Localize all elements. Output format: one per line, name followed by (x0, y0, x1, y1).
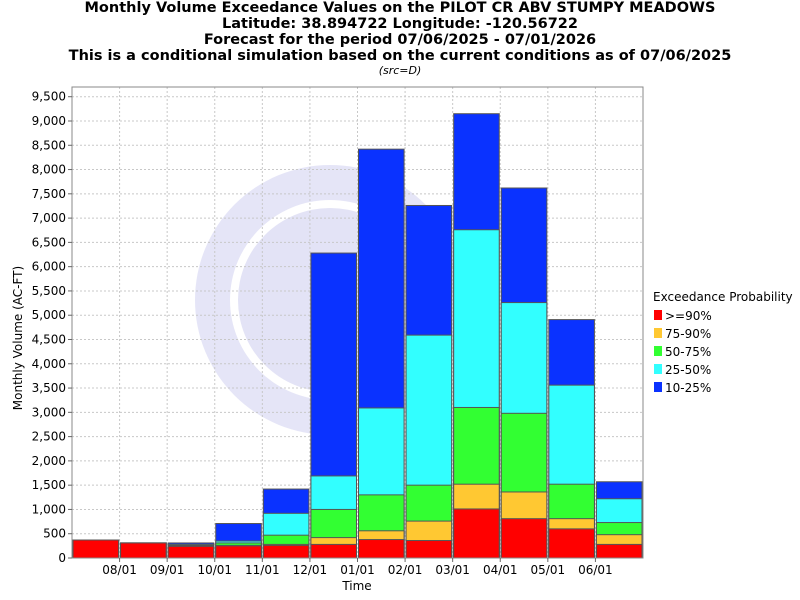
bar--90--9 (500, 518, 548, 559)
legend-label: 75-90% (665, 327, 711, 341)
x-tick-label: 05/01 (531, 563, 566, 577)
legend-swatch (654, 310, 662, 320)
x-tick-label: 02/01 (388, 563, 423, 577)
y-tick-label: 4,500 (32, 332, 66, 346)
x-tick-label: 12/01 (293, 563, 328, 577)
title-line-4: This is a conditional simulation based o… (68, 48, 732, 64)
bar--90--1 (120, 542, 167, 559)
y-tick-label: 5,000 (32, 308, 66, 322)
title-line-1: Monthly Volume Exceedance Values on the … (84, 0, 716, 16)
bar--90--6 (358, 539, 405, 559)
bar--90--8 (453, 508, 500, 559)
x-tick-label: 09/01 (150, 563, 185, 577)
title-line-2: Latitude: 38.894722 Longitude: -120.5672… (222, 16, 578, 32)
x-tick-label: 08/01 (102, 563, 137, 577)
y-tick-label: 1,500 (32, 478, 66, 492)
bar--90--0 (72, 539, 120, 559)
bar--90--10 (548, 528, 595, 559)
y-tick-label: 2,500 (32, 430, 66, 444)
legend-title: Exceedance Probability (653, 290, 793, 304)
x-tick-label: 03/01 (435, 563, 470, 577)
y-axis-ticks: 0 500 1,000 1,500 2,000 2,500 3,000 3,500 4,000 4… (32, 90, 72, 565)
title-line-3: Forecast for the period 07/06/2025 - 07/… (203, 32, 597, 48)
y-tick-label: 5,500 (32, 284, 66, 298)
legend-swatch (654, 382, 662, 392)
legend-label: >=90% (665, 309, 712, 323)
legend-swatch (654, 328, 662, 338)
x-tick-label: 04/01 (483, 563, 518, 577)
grid-lines (72, 87, 643, 558)
y-tick-label: 0 (58, 551, 66, 565)
y-tick-label: 8,000 (32, 163, 66, 177)
y-tick-label: 3,000 (32, 405, 66, 419)
y-tick-label: 4,000 (32, 357, 66, 371)
legend-swatch (654, 346, 662, 356)
y-tick-label: 7,000 (32, 211, 66, 225)
bar--90--4 (262, 544, 310, 559)
x-axis-label: Time (341, 579, 371, 593)
bar--90--5 (310, 543, 357, 559)
source-subtitle: (src=D) (378, 64, 422, 77)
y-tick-label: 9,500 (32, 90, 66, 104)
y-tick-label: 500 (43, 527, 66, 541)
y-tick-label: 6,500 (32, 235, 66, 249)
y-tick-label: 7,500 (32, 187, 66, 201)
x-tick-label: 06/01 (578, 563, 613, 577)
bar--90--7 (405, 540, 453, 559)
y-tick-label: 6,000 (32, 260, 66, 274)
legend-label: 50-75% (665, 345, 711, 359)
x-tick-label: 10/01 (197, 563, 232, 577)
x-tick-label: 11/01 (245, 563, 280, 577)
chart-titles: Monthly Volume Exceedance Values on the … (0, 0, 800, 78)
legend: Exceedance Probability >=90% 75-90% 50-75%… (653, 290, 793, 395)
bars (72, 113, 643, 559)
legend-swatch (654, 364, 662, 374)
x-axis-ticks: 08/01 09/01 10/01 11/01 12/01 01/01 02/01 03/01… (102, 558, 613, 577)
y-tick-label: 9,000 (32, 114, 66, 128)
x-tick-label: 01/01 (340, 563, 375, 577)
y-tick-label: 8,500 (32, 138, 66, 152)
y-axis-label: Monthly Volume (AC-FT) (11, 266, 25, 410)
legend-label: 25-50% (665, 363, 711, 377)
y-tick-label: 1,000 (32, 502, 66, 516)
legend-label: 10-25% (665, 381, 711, 395)
bar--90--3 (215, 545, 262, 559)
bar--90--11 (595, 543, 643, 559)
bar--90--2 (167, 545, 215, 559)
y-tick-label: 3,500 (32, 381, 66, 395)
y-tick-label: 2,000 (32, 454, 66, 468)
